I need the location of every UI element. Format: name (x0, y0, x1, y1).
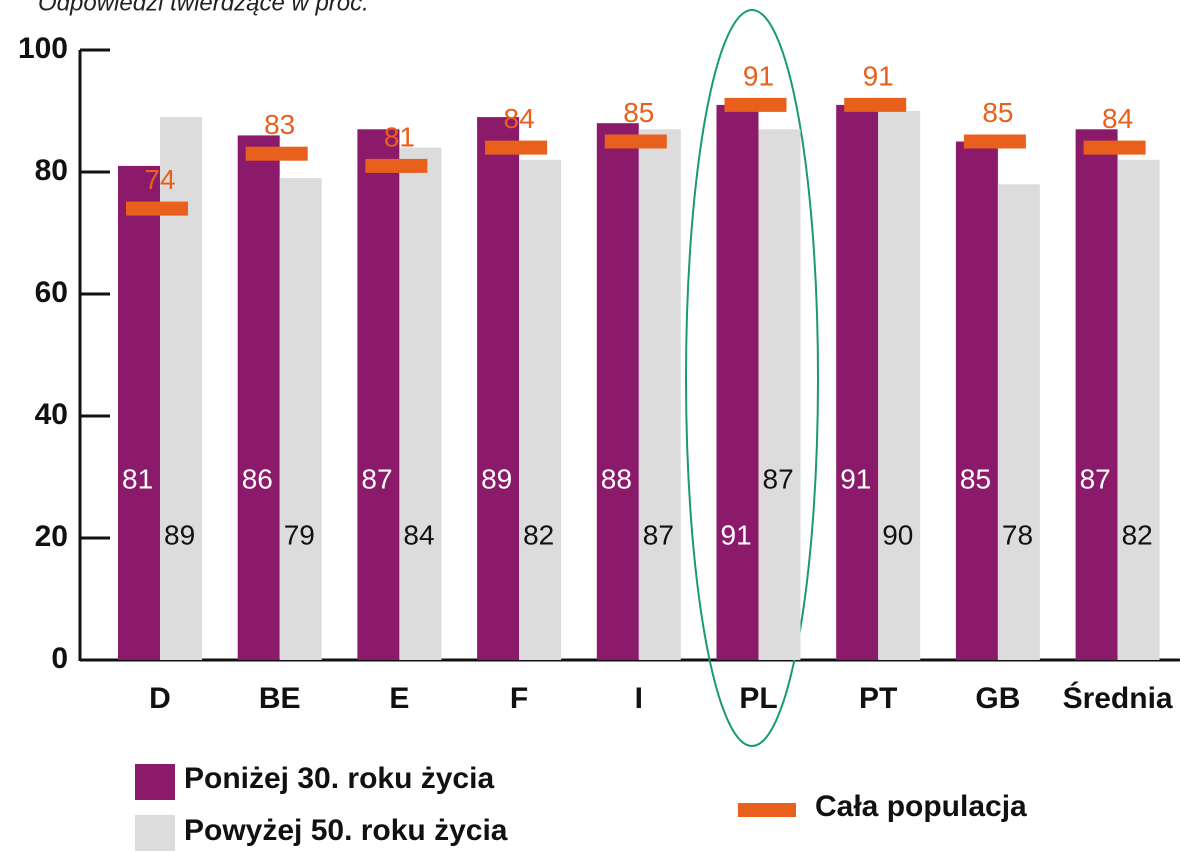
bar (237, 135, 280, 660)
bar (519, 159, 562, 661)
data-label: 87 (1080, 463, 1111, 494)
subtitle: Odpowiedzi twierdzące w proc. (38, 0, 369, 16)
x-tick-label: D (149, 682, 171, 715)
x-tick-label: GB (975, 682, 1020, 715)
data-label: 84 (403, 519, 434, 550)
data-label: 88 (601, 463, 632, 494)
data-label: 78 (1002, 519, 1033, 550)
data-label: 86 (242, 463, 273, 494)
data-label: 91 (863, 60, 894, 91)
data-label: 89 (164, 519, 195, 550)
bar (955, 141, 998, 660)
data-label: 79 (284, 519, 315, 550)
legend-label: Powyżej 50. roku życia (184, 814, 508, 847)
x-tick-label: I (635, 682, 643, 715)
data-label: 84 (504, 103, 535, 134)
legend-swatch (738, 803, 796, 817)
population-marker (604, 134, 667, 149)
bar (758, 129, 801, 661)
data-label: 89 (481, 463, 512, 494)
population-marker (963, 134, 1026, 149)
bar (160, 117, 202, 661)
data-label: 87 (361, 463, 392, 494)
data-label: 74 (144, 164, 175, 195)
data-label: 87 (763, 463, 794, 494)
y-tick-label: 60 (35, 276, 68, 309)
bar (118, 165, 160, 660)
bar (836, 104, 879, 660)
legend-label: Cała populacja (815, 790, 1027, 823)
data-label: 82 (523, 519, 554, 550)
data-label: 90 (882, 519, 913, 550)
population-marker (844, 97, 907, 112)
data-label: 84 (1102, 103, 1133, 134)
x-tick-label: F (510, 682, 528, 715)
bar (716, 104, 759, 660)
data-label: 81 (384, 121, 415, 152)
x-tick-label: BE (259, 682, 301, 715)
bar (477, 117, 520, 661)
population-marker (365, 158, 428, 173)
y-tick-label: 80 (35, 154, 68, 187)
bar (1075, 129, 1118, 661)
bar (399, 147, 442, 661)
data-label: 91 (743, 60, 774, 91)
bar (279, 178, 322, 660)
data-label: 91 (721, 519, 752, 550)
x-tick-label: PT (859, 682, 897, 715)
bar (997, 184, 1040, 660)
legend-label: Poniżej 30. roku życia (184, 762, 494, 795)
data-label: 81 (122, 463, 153, 494)
y-tick-label: 40 (35, 398, 68, 431)
population-marker (126, 201, 188, 216)
population-marker (1083, 140, 1146, 155)
y-tick-label: 0 (51, 642, 68, 675)
legend-swatch (135, 764, 175, 800)
data-label: 83 (264, 109, 295, 140)
bar (1117, 159, 1160, 661)
data-label: 91 (840, 463, 871, 494)
bar (638, 129, 681, 661)
bar (596, 123, 639, 660)
y-tick-label: 20 (35, 520, 68, 553)
highlight-ellipse (685, 9, 819, 747)
data-label: 82 (1122, 519, 1153, 550)
bar (357, 129, 400, 661)
population-marker (724, 97, 787, 112)
data-label: 87 (643, 519, 674, 550)
data-label: 85 (960, 463, 991, 494)
data-label: 85 (982, 97, 1013, 128)
data-label: 85 (623, 97, 654, 128)
bar (878, 111, 921, 660)
legend-swatch (135, 815, 175, 851)
x-tick-label: PL (739, 682, 777, 715)
x-tick-label: Średnia (1063, 681, 1173, 715)
x-tick-label: E (389, 682, 409, 715)
y-tick-label: 100 (18, 32, 68, 65)
population-marker (245, 146, 308, 161)
population-marker (485, 140, 548, 155)
